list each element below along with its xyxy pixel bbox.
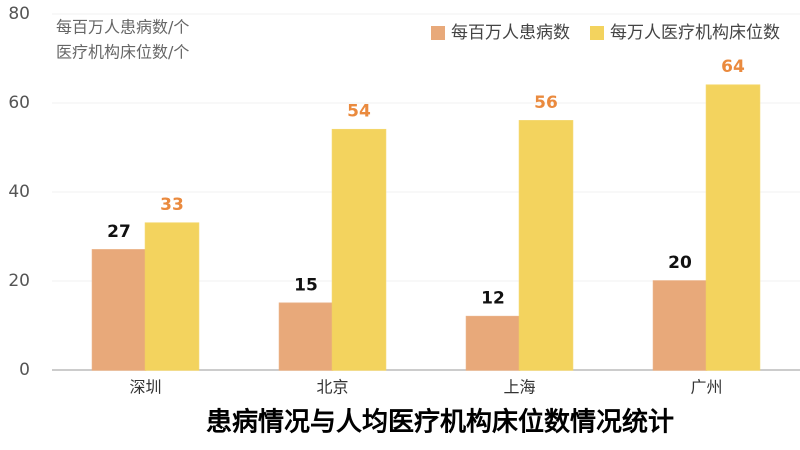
y-axis-label: 医疗机构床位数/个 [56,43,189,62]
value-label: 12 [481,289,505,309]
y-tick-label: 20 [8,271,30,291]
bar [705,84,761,371]
bar [331,128,387,371]
value-label: 56 [534,93,558,113]
legend-swatch [590,26,604,40]
value-label: 54 [347,102,371,122]
y-tick-label: 0 [19,360,30,380]
legend-swatch [431,26,445,40]
value-label: 20 [668,253,692,273]
value-label: 15 [294,275,318,295]
bar [144,222,200,371]
y-tick-label: 80 [8,4,30,24]
bar [652,280,708,371]
x-tick-label: 深圳 [129,378,161,397]
y-axis-label: 每百万人患病数/个 [56,18,189,37]
bar [278,302,334,371]
legend-label: 每万人医疗机构床位数 [610,23,780,43]
value-label: 33 [160,195,184,215]
value-label: 27 [107,222,131,242]
value-label: 64 [721,57,745,77]
bar [91,249,147,371]
bar [518,120,574,371]
x-tick-label: 上海 [503,378,535,397]
legend-label: 每百万人患病数 [451,23,570,43]
y-tick-label: 60 [8,93,30,113]
x-tick-label: 北京 [316,378,348,397]
x-tick-label: 广州 [690,378,722,397]
y-tick-label: 40 [8,182,30,202]
bar [465,315,521,371]
chart-title: 患病情况与人均医疗机构床位数情况统计 [206,407,674,438]
